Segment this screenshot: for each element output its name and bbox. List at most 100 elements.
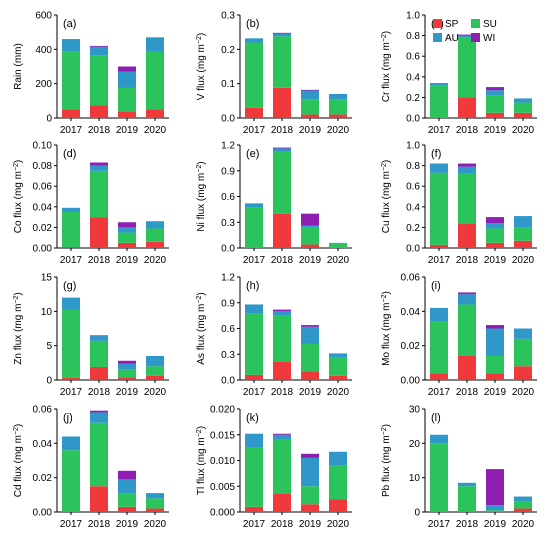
panel-5-bar-sp-2020 [514, 240, 532, 248]
panel-9-bar-su-2020 [146, 498, 164, 509]
panel-5-bar-su-2018 [458, 173, 476, 224]
panel-11-bar-au-2017 [430, 434, 448, 444]
panel-8-x-tick-label: 2017 [428, 387, 451, 398]
panel-11-x-tick-label: 2020 [512, 519, 535, 530]
panel-0-y-tick-label: 400 [35, 45, 52, 56]
panel-6-bar-su-2017 [62, 309, 80, 378]
panel-1-bar-su-2017 [245, 42, 263, 108]
panel-7-y-tick-label: 0.6 [221, 324, 235, 335]
panel-0-y-tick-label: 600 [35, 11, 52, 22]
panel-5-y-tick-label: 0.6 [406, 182, 420, 193]
panel-7-bar-wi-2019 [301, 325, 319, 327]
panel-1-y-tick-label: 0.1 [221, 79, 235, 90]
panel-2-x-tick-label: 2017 [428, 125, 451, 136]
panel-2-bar-au-2020 [514, 98, 532, 103]
panel-1-bar-su-2020 [329, 99, 347, 115]
panel-8-bar-sp-2017 [430, 373, 448, 380]
panel-0-bar-sp-2019 [118, 111, 136, 118]
panel-9-bar-su-2019 [118, 493, 136, 507]
legend-label-sp: SP [445, 19, 459, 30]
panel-1-label: (b) [246, 18, 259, 30]
panel-10-x-tick-label: 2020 [327, 519, 350, 530]
panel-1-x-tick-label: 2020 [327, 125, 350, 136]
panel-8-bar-au-2018 [458, 294, 476, 305]
panel-5-bar-su-2019 [486, 228, 504, 243]
panel-1-y-tick-label: 0.0 [221, 114, 235, 125]
panel-7-x-tick-label: 2018 [271, 387, 294, 398]
legend-swatch-au [433, 33, 442, 42]
panel-3-label: (d) [63, 148, 76, 160]
panel-1-bar-sp-2017 [245, 107, 263, 118]
panel-6-bar-su-2019 [118, 369, 136, 378]
panel-4-bar-su-2019 [301, 227, 319, 245]
panel-10-bar-au-2018 [273, 434, 291, 440]
panel-5-bar-wi-2019 [486, 217, 504, 224]
panel-6-bar-wi-2019 [118, 360, 136, 364]
panel-11-bar-sp-2020 [514, 508, 532, 512]
panel-5-x-tick-label: 2018 [456, 255, 479, 266]
panel-5-bar-au-2019 [486, 223, 504, 229]
panel-9-label: (j) [63, 412, 73, 424]
panel-9-y-tick-label: 0.06 [33, 405, 53, 416]
panel-0-x-tick-label: 2017 [60, 125, 83, 136]
panel-6-x-tick-label: 2017 [60, 387, 83, 398]
panel-10-y-tick-label: 0.010 [210, 456, 235, 467]
panel-2-y-tick-label: 0.8 [406, 31, 420, 42]
panel-3-bar-su-2020 [146, 228, 164, 242]
panel-9-bar-sp-2018 [90, 486, 108, 512]
panel-1-bar-su-2019 [301, 99, 319, 115]
panel-10-bar-su-2020 [329, 465, 347, 500]
panel-2-bar-sp-2019 [486, 112, 504, 118]
panel-1-bar-sp-2019 [301, 114, 319, 118]
panel-10-bar-sp-2019 [301, 504, 319, 512]
panel-9-bar-wi-2018 [90, 410, 108, 413]
panel-8-bar-au-2017 [430, 307, 448, 322]
panel-10-y-tick-label: 0.000 [210, 508, 235, 519]
panel-4-bar-sp-2019 [301, 244, 319, 248]
panel-6-y-tick-label: 0 [46, 376, 52, 387]
panel-2-bar-su-2017 [430, 85, 448, 118]
panel-5-bar-au-2020 [514, 216, 532, 228]
panel-10-bar-sp-2020 [329, 499, 347, 512]
panel-2-bar-wi-2018 [458, 34, 476, 36]
panel-1-bar-wi-2019 [301, 89, 319, 91]
panel-7-bar-sp-2020 [329, 375, 347, 380]
panel-6-bar-au-2018 [90, 336, 108, 341]
panel-0-y-tick-label: 0 [46, 114, 52, 125]
panel-0-bar-au-2020 [146, 37, 164, 52]
panel-3-bar-sp-2017 [62, 246, 80, 248]
panel-11-bar-su-2020 [514, 501, 532, 509]
panel-5-bar-au-2018 [458, 166, 476, 174]
panel-7-bar-su-2017 [245, 313, 263, 375]
panel-0-bar-su-2017 [62, 51, 80, 110]
panel-7-bar-au-2017 [245, 304, 263, 314]
panel-8-bar-su-2017 [430, 321, 448, 374]
panel-4-y-tick-label: 0.3 [221, 218, 235, 229]
panel-4-bar-su-2018 [273, 151, 291, 214]
panel-7-label: (h) [246, 280, 259, 292]
panel-8-label: (i) [431, 280, 441, 292]
panel-0-bar-sp-2020 [146, 109, 164, 118]
panel-8-x-tick-label: 2020 [512, 387, 535, 398]
panel-7-y-tick-label: 0.3 [221, 350, 235, 361]
panel-5-bar-wi-2018 [458, 163, 476, 167]
panel-0-bar-au-2018 [90, 46, 108, 56]
panel-8-ylabel: Mo flux (mg m−2) [381, 291, 393, 366]
panel-11-bar-au-2020 [514, 496, 532, 502]
panel-11-x-tick-label: 2018 [456, 519, 479, 530]
panel-10-y-tick-label: 0.015 [210, 430, 235, 441]
panel-11-y-tick-label: 0 [414, 508, 420, 519]
panel-6-bar-au-2020 [146, 355, 164, 367]
panel-4-bar-au-2020 [329, 242, 347, 244]
panel-3-bar-au-2017 [62, 207, 80, 212]
panel-2-bar-su-2019 [486, 95, 504, 113]
panel-10-ylabel: Tl flux (mg m−2) [196, 426, 208, 495]
panel-3-bar-sp-2018 [90, 217, 108, 248]
panel-9-bar-sp-2020 [146, 508, 164, 512]
panel-0-x-tick-label: 2019 [116, 125, 139, 136]
panel-11-bar-au-2018 [458, 482, 476, 487]
panel-7-bar-sp-2017 [245, 374, 263, 380]
panel-0-bar-sp-2017 [62, 109, 80, 118]
panel-3-y-tick-label: 0.02 [33, 223, 53, 234]
